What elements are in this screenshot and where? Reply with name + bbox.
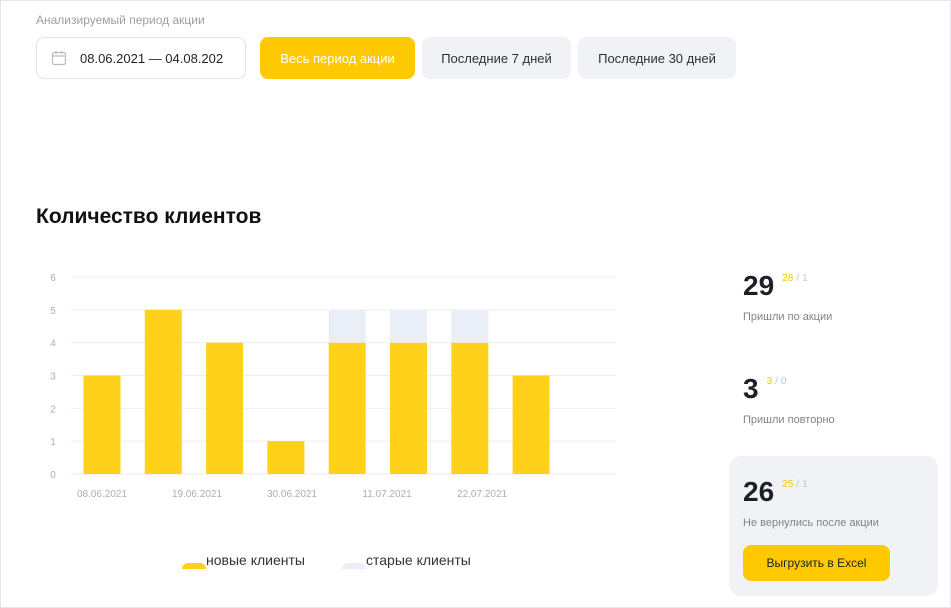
- legend-swatch-old: [342, 563, 366, 569]
- legend-label-new: новые клиенты: [206, 552, 305, 568]
- legend-old-clients[interactable]: старые клиенты: [342, 551, 471, 569]
- stat-total: 3: [743, 373, 759, 404]
- stat-total: 26: [743, 476, 775, 507]
- legend-label-old: старые клиенты: [366, 552, 471, 568]
- stat-separator: /: [796, 479, 800, 490]
- clients-bar-chart: 0 1 2 3 4 5 6 08.06.2021 19.06.2021 30.06.2021 11.…: [50, 273, 616, 500]
- x-tick-label: 30.06.2021: [267, 489, 317, 500]
- chart-title: Количество клиентов: [36, 205, 262, 228]
- stat-came-again: 3 3 / 0 Пришли повторно: [743, 373, 835, 427]
- stat-label: Пришли повторно: [743, 414, 835, 426]
- bar-new-clients: [390, 342, 427, 474]
- bar-new-clients: [267, 441, 305, 474]
- stat-separator: /: [775, 376, 778, 387]
- stat-new-count: 3: [766, 376, 773, 387]
- y-tick-label: 4: [50, 339, 56, 350]
- bar-new-clients: [512, 375, 550, 474]
- stat-label: Пришли по акции: [743, 311, 833, 323]
- x-tick-label: 22.07.2021: [457, 489, 507, 500]
- calendar-icon: [51, 51, 67, 66]
- bar-old-clients: [328, 309, 366, 343]
- date-range-picker[interactable]: 08.06.2021 — 04.08.202: [36, 37, 246, 79]
- stat-old-count: 1: [802, 479, 808, 490]
- period-all-button[interactable]: Весь период акции: [260, 37, 415, 79]
- y-tick-label: 1: [50, 437, 56, 448]
- stat-old-count: 0: [780, 376, 787, 387]
- bar-old-clients: [451, 309, 489, 343]
- y-tick-label: 5: [50, 306, 56, 317]
- bar-new-clients: [83, 375, 121, 474]
- date-range-text: 08.06.2021 — 04.08.202: [80, 50, 224, 66]
- stat-came-by-promo: 29 28 / 1 Пришли по акции: [743, 270, 833, 324]
- stat-not-returned: 26 25 / 1 Не вернулись после акции: [743, 476, 879, 530]
- x-tick-label: 11.07.2021: [362, 489, 412, 500]
- y-tick-label: 0: [50, 470, 56, 481]
- legend-new-clients[interactable]: новые клиенты: [182, 551, 305, 569]
- bar-new-clients: [451, 342, 489, 474]
- y-tick-label: 3: [50, 372, 56, 383]
- x-tick-label: 19.06.2021: [172, 489, 222, 500]
- legend-swatch-new: [182, 563, 206, 569]
- y-tick-label: 2: [50, 404, 56, 415]
- stat-separator: /: [796, 273, 800, 284]
- bar-new-clients: [328, 342, 366, 474]
- bar-new-clients: [144, 309, 182, 474]
- y-tick-label: 6: [50, 273, 56, 284]
- period-7-days-button[interactable]: Последние 7 дней: [422, 37, 571, 79]
- bar-new-clients: [206, 342, 244, 474]
- stat-label: Не вернулись после акции: [743, 517, 879, 529]
- x-tick-label: 08.06.2021: [77, 489, 127, 500]
- export-excel-button[interactable]: Выгрузить в Excel: [743, 545, 890, 581]
- bar-old-clients: [390, 309, 427, 343]
- period-30-days-button[interactable]: Последние 30 дней: [578, 37, 736, 79]
- stat-new-count: 25: [782, 479, 794, 490]
- stat-total: 29: [743, 270, 775, 301]
- stat-old-count: 1: [802, 273, 808, 284]
- stat-new-count: 28: [782, 273, 794, 284]
- period-label: Анализируемый период акции: [36, 13, 205, 27]
